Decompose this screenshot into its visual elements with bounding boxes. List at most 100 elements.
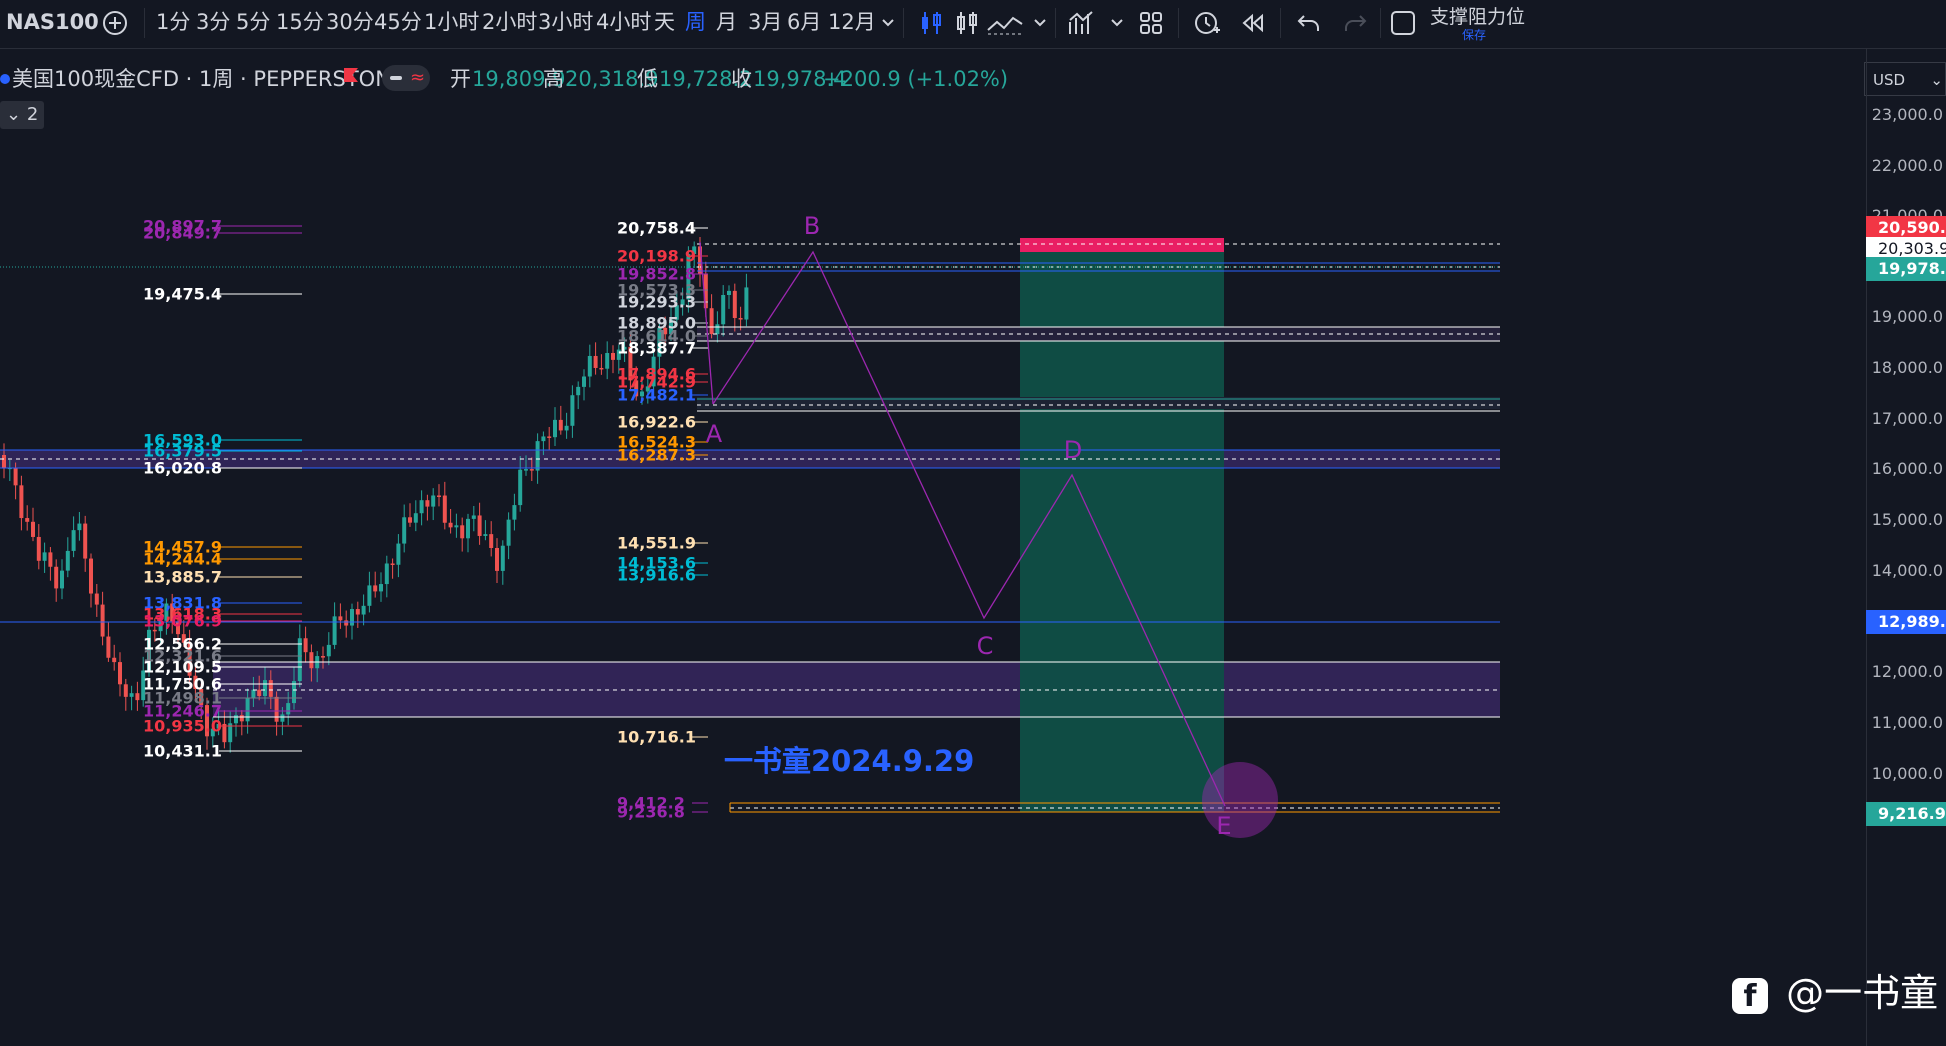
interval-11[interactable]: 周 [685,10,706,34]
brand-text: @一书童 [1786,971,1939,1015]
candle-body-100 [582,376,586,387]
candle-body-50 [292,681,296,704]
interval-6[interactable]: 1小时 [424,10,480,34]
layout-save-status[interactable]: 保存 [1462,28,1487,42]
indicators-collapse-button[interactable]: ⌄ 2 [0,101,45,129]
candle-body-115 [669,319,673,335]
candle-body-46 [268,680,273,697]
candle-body-81 [471,515,476,519]
interval-10[interactable]: 天 [654,10,675,34]
interval-14[interactable]: 6月 [787,10,822,34]
candle-body-44 [257,689,262,697]
hide-icon [390,76,402,80]
chevron-down-icon[interactable] [1025,8,1055,38]
candle-body-119 [692,246,697,255]
interval-8[interactable]: 3小时 [538,10,594,34]
symbol-search[interactable]: NAS100 [6,10,99,34]
chevron-down-icon[interactable] [1102,8,1132,38]
candle-body-26 [152,629,157,632]
interval-13[interactable]: 3月 [748,10,783,34]
fib-mid-4: 19,293.3 [617,292,696,312]
layout-grid-icon[interactable] [1136,8,1166,38]
fib-left-12: 12,566.2 [143,634,222,654]
candle-body-34 [199,688,204,706]
candle-body-6 [36,536,41,561]
interval-4[interactable]: 30分 [326,10,374,34]
indicators-icon[interactable] [1066,8,1096,38]
candle-body-5 [31,521,35,537]
fib-left-19: 10,431.1 [143,741,222,761]
chevron-icon: ⌄ [6,104,22,125]
long-position-stop-zone [1020,238,1224,252]
candle-body-13 [77,523,82,531]
fib-mid-0: 20,758.4 [617,218,696,238]
alert-clock-icon[interactable] [1192,8,1222,38]
candle-body-85 [495,547,499,571]
candle-body-38 [222,723,227,743]
wave-label-c: C [976,632,994,660]
high-value: 20,318.9 [565,67,659,91]
interval-3[interactable]: 15分 [276,10,324,34]
candle-body-66 [384,563,389,585]
compare-add-icon[interactable] [100,8,130,38]
interval-2[interactable]: 5分 [236,10,271,34]
redo-icon[interactable] [1340,8,1370,38]
candle-body-2 [13,467,18,486]
interval-15[interactable]: 12月 [828,10,876,34]
visibility-toggle[interactable]: ≈ [382,65,430,91]
low-label: 低 [637,67,658,91]
author-watermark: 一书童2024.9.29 [724,744,975,778]
candle-body-114 [663,327,668,335]
candle-body-25 [147,629,151,671]
candle-body-87 [506,519,511,546]
candle-body-10 [60,570,64,589]
undo-icon[interactable] [1294,8,1324,38]
fib-left-6: 14,457.9 [143,537,222,557]
candle-body-123 [715,324,720,335]
candle-body-8 [48,552,53,567]
chart-canvas[interactable] [0,48,1866,1046]
currency-select[interactable]: USD ⌄ [1864,62,1946,96]
wave-label-b: B [803,212,821,240]
candle-body-117 [680,299,685,306]
replay-icon[interactable] [1238,8,1268,38]
candle-body-98 [570,395,575,426]
candle-body-77 [448,522,453,528]
layout-name[interactable]: 支撑阻力位 [1430,6,1526,28]
interval-9[interactable]: 4小时 [596,10,652,34]
fib-left-7: 14,244.4 [143,549,222,569]
candle-body-19 [112,657,117,663]
bars-chart-icon[interactable] [952,8,982,38]
layout-square-icon[interactable] [1388,8,1418,38]
fib-mid-1: 20,198.9 [617,246,696,266]
candle-body-36 [210,728,215,737]
fib-left-0: 20,897.7 [143,216,222,236]
candle-body-122 [709,308,714,335]
line-chart-icon[interactable] [985,8,1025,38]
fib-left-9: 13,831.8 [143,593,222,613]
candle-body-127 [738,318,743,320]
price-axis[interactable]: 23,000.022,000.021,000.019,000.018,000.0… [1866,48,1946,1046]
interval-7[interactable]: 2小时 [482,10,538,34]
interval-1[interactable]: 3分 [196,10,231,34]
chevron-down-icon[interactable] [873,8,903,38]
open-value: 19,809.9 [472,67,566,91]
interval-0[interactable]: 1分 [156,10,191,34]
fib-mid-15: 14,153.6 [617,553,696,573]
candles-chart-icon[interactable] [916,8,946,38]
candle-body-79 [460,525,465,539]
legend-title[interactable]: 美国100现金CFD · 1周 · PEPPERSTONE [12,67,405,91]
zone-17300 [697,397,1500,409]
price-axis-label: 23,000.0 [1871,105,1943,124]
candle-body-17 [100,604,105,637]
interval-12[interactable]: 月 [716,10,737,34]
toolbar-divider [144,8,145,38]
fib-left-14: 12,109.5 [143,657,222,677]
price-axis-label: 19,000.0 [1871,307,1943,326]
flag-icon[interactable] [344,68,358,82]
candle-body-55 [321,656,325,658]
candle-body-96 [558,419,563,431]
candle-body-16 [94,593,99,605]
interval-5[interactable]: 45分 [374,10,422,34]
